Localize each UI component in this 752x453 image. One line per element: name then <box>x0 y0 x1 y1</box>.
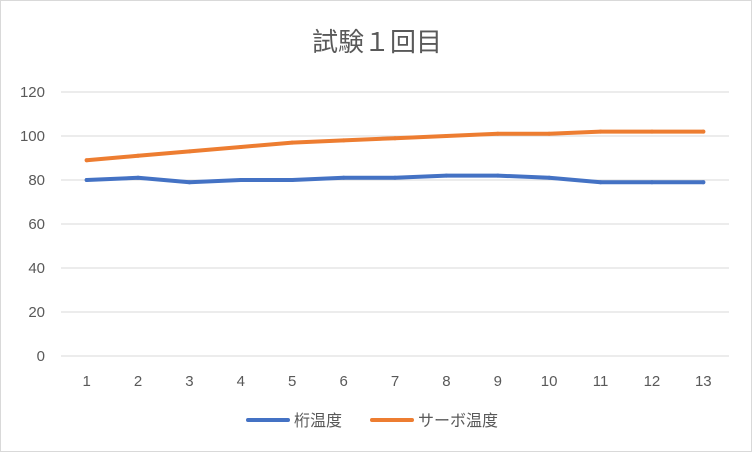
data-point <box>701 180 706 185</box>
data-point <box>290 140 295 145</box>
data-point <box>649 180 654 185</box>
y-tick-label: 60 <box>28 216 45 233</box>
x-tick-label: 1 <box>83 373 91 390</box>
data-point <box>84 178 89 182</box>
y-tick-label: 40 <box>28 260 45 277</box>
x-tick-label: 10 <box>541 373 558 390</box>
x-tick-label: 9 <box>494 373 502 390</box>
data-point <box>598 180 603 185</box>
legend-label: 桁温度 <box>294 411 342 430</box>
chart-title: 試験１回目 <box>312 28 442 58</box>
series-lines <box>84 129 706 185</box>
x-axis-ticks: 1 2 3 4 5 6 7 8 9 10 11 12 13 <box>83 373 712 390</box>
data-point <box>547 131 552 136</box>
x-tick-label: 3 <box>185 373 193 390</box>
data-point <box>444 134 449 138</box>
y-tick-label: 80 <box>28 172 45 189</box>
data-point <box>495 131 500 136</box>
x-tick-label: 2 <box>134 373 142 390</box>
x-tick-label: 5 <box>288 373 296 390</box>
x-tick-label: 13 <box>695 373 712 390</box>
y-tick-label: 20 <box>28 304 45 321</box>
data-point <box>598 129 603 134</box>
data-point <box>136 175 141 180</box>
legend: 桁温度 サーボ温度 <box>246 411 498 430</box>
data-point <box>341 138 346 143</box>
x-tick-label: 7 <box>391 373 399 390</box>
data-point <box>393 175 397 180</box>
data-point <box>547 175 552 180</box>
data-point <box>649 129 654 134</box>
y-tick-label: 0 <box>37 348 45 365</box>
data-point <box>495 173 500 178</box>
x-tick-label: 8 <box>442 373 450 390</box>
data-point <box>238 178 243 182</box>
data-point <box>136 153 141 158</box>
x-tick-label: 6 <box>339 373 347 390</box>
data-point <box>290 178 295 182</box>
data-point <box>444 173 449 178</box>
x-tick-label: 11 <box>593 373 609 390</box>
y-tick-label: 100 <box>20 128 45 145</box>
y-axis-ticks: 0 20 40 60 80 100 120 <box>20 84 45 365</box>
legend-label: サーボ温度 <box>418 411 498 430</box>
data-point <box>238 145 243 149</box>
x-tick-label: 12 <box>644 373 661 390</box>
data-point <box>84 158 89 163</box>
data-point <box>187 149 192 154</box>
x-tick-label: 4 <box>237 373 245 390</box>
data-point <box>187 180 192 185</box>
data-point <box>341 175 346 180</box>
data-point <box>393 136 397 141</box>
y-tick-label: 120 <box>20 84 45 101</box>
data-point <box>701 129 706 134</box>
